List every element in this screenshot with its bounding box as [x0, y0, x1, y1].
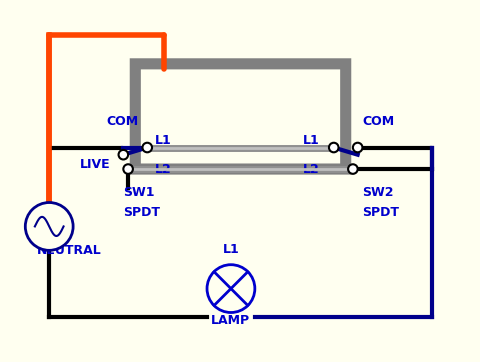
- Text: SPDT: SPDT: [362, 206, 398, 219]
- Text: SW1: SW1: [123, 186, 155, 199]
- Text: L1: L1: [222, 243, 239, 256]
- Text: COM: COM: [107, 115, 138, 128]
- Text: NEUTRAL: NEUTRAL: [37, 244, 102, 257]
- Circle shape: [348, 164, 357, 174]
- Circle shape: [206, 265, 254, 312]
- Circle shape: [118, 150, 128, 160]
- Text: SPDT: SPDT: [123, 206, 160, 219]
- Circle shape: [328, 143, 338, 152]
- Text: LIVE: LIVE: [80, 158, 111, 171]
- Circle shape: [352, 143, 362, 152]
- Text: L1: L1: [302, 134, 319, 147]
- Text: LAMP: LAMP: [211, 315, 250, 328]
- Circle shape: [123, 164, 132, 174]
- Text: L2: L2: [154, 163, 171, 176]
- Text: COM: COM: [362, 115, 394, 128]
- Text: SW2: SW2: [362, 186, 393, 199]
- FancyBboxPatch shape: [135, 64, 345, 169]
- Text: L2: L2: [302, 163, 319, 176]
- Circle shape: [25, 202, 73, 251]
- Circle shape: [142, 143, 152, 152]
- Text: L1: L1: [154, 134, 171, 147]
